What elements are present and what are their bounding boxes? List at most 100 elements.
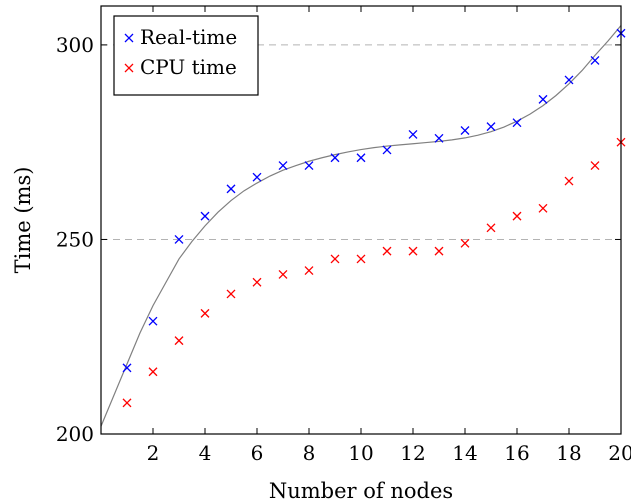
point-cpu-time-19-stroke-b bbox=[590, 161, 600, 170]
point-real-time-11-stroke-b bbox=[382, 145, 392, 155]
point-real-time-2-stroke-b bbox=[148, 316, 158, 326]
point-real-time-10 bbox=[356, 153, 366, 163]
point-cpu-time-16 bbox=[512, 211, 522, 221]
point-real-time-12 bbox=[408, 129, 418, 139]
point-real-time-17-stroke-b bbox=[538, 94, 548, 104]
point-cpu-time-5 bbox=[226, 289, 236, 299]
point-real-time-3-stroke-b bbox=[174, 234, 184, 244]
x-tick-label-8: 8 bbox=[303, 441, 316, 465]
x-tick-label-10: 10 bbox=[348, 441, 373, 465]
legend-marker-real-time bbox=[124, 33, 134, 43]
point-cpu-time-1-stroke-b bbox=[122, 398, 132, 408]
point-real-time-6 bbox=[252, 172, 262, 182]
point-real-time-12-stroke-b bbox=[408, 129, 418, 139]
point-cpu-time-4-stroke-b bbox=[200, 308, 210, 318]
point-cpu-time-12-stroke-b bbox=[408, 246, 418, 256]
y-tick-label-200: 200 bbox=[56, 422, 94, 446]
x-tick-label-18: 18 bbox=[556, 441, 581, 465]
fit-curve bbox=[100, 25, 622, 427]
point-real-time-14-stroke-b bbox=[460, 126, 470, 135]
point-real-time-18-stroke-b bbox=[564, 75, 574, 85]
point-cpu-time-18 bbox=[564, 176, 574, 186]
point-cpu-time-14-stroke-b bbox=[460, 238, 470, 248]
point-cpu-time-15 bbox=[486, 223, 496, 233]
point-real-time-16 bbox=[512, 118, 522, 128]
point-real-time-7-stroke-b bbox=[278, 161, 288, 170]
point-real-time-14 bbox=[460, 126, 470, 135]
point-real-time-8-stroke-b bbox=[304, 161, 314, 170]
point-cpu-time-6-stroke-b bbox=[252, 277, 262, 287]
point-cpu-time-14 bbox=[460, 238, 470, 248]
point-cpu-time-8-stroke-b bbox=[304, 266, 314, 276]
point-real-time-15-stroke-b bbox=[486, 122, 496, 132]
point-cpu-time-17-stroke-b bbox=[538, 203, 548, 213]
point-real-time-13 bbox=[434, 133, 444, 143]
x-tick-label-16: 16 bbox=[504, 441, 529, 465]
legend: Real-time CPU time bbox=[113, 15, 259, 96]
point-cpu-time-13 bbox=[434, 246, 444, 256]
legend-box bbox=[113, 15, 259, 96]
fit-curve-layer bbox=[100, 25, 622, 427]
point-cpu-time-8 bbox=[304, 266, 314, 276]
point-real-time-19-stroke-b bbox=[590, 56, 600, 65]
point-cpu-time-10 bbox=[356, 254, 366, 264]
point-real-time-15 bbox=[486, 122, 496, 132]
point-cpu-time-19 bbox=[590, 161, 600, 170]
point-cpu-time-3-stroke-b bbox=[174, 336, 184, 346]
legend-items: Real-time CPU time bbox=[124, 25, 237, 79]
point-real-time-5 bbox=[226, 184, 236, 194]
point-real-time-1 bbox=[122, 363, 132, 373]
point-cpu-time-9-stroke-b bbox=[330, 254, 340, 264]
point-real-time-8 bbox=[304, 161, 314, 170]
x-axis-label: Number of nodes bbox=[269, 479, 453, 503]
x-tick-label-12: 12 bbox=[400, 441, 425, 465]
point-cpu-time-3 bbox=[174, 336, 184, 346]
point-cpu-time-11 bbox=[382, 246, 392, 256]
point-cpu-time-2-stroke-b bbox=[148, 367, 158, 377]
point-cpu-time-9 bbox=[330, 254, 340, 264]
point-real-time-10-stroke-b bbox=[356, 153, 366, 163]
point-cpu-time-17 bbox=[538, 203, 548, 213]
point-real-time-6-stroke-b bbox=[252, 172, 262, 182]
point-real-time-17 bbox=[538, 94, 548, 104]
y-axis-label: Time (ms) bbox=[11, 167, 35, 274]
point-real-time-19 bbox=[590, 56, 600, 65]
axis-ticks: 2 4 6 8 10 12 14 16 18 20 200 250 300 bbox=[56, 6, 631, 465]
point-real-time-7 bbox=[278, 161, 288, 170]
point-real-time-1-stroke-b bbox=[122, 363, 132, 373]
point-cpu-time-2 bbox=[148, 367, 158, 377]
point-real-time-11 bbox=[382, 145, 392, 155]
point-real-time-4 bbox=[200, 211, 210, 221]
legend-marker-cpu-time bbox=[124, 63, 134, 73]
legend-marker-real-time-stroke-b bbox=[124, 33, 134, 43]
point-cpu-time-10-stroke-b bbox=[356, 254, 366, 264]
point-cpu-time-7 bbox=[278, 270, 288, 279]
data-points bbox=[122, 28, 626, 408]
x-tick-label-2: 2 bbox=[147, 441, 160, 465]
point-cpu-time-13-stroke-b bbox=[434, 246, 444, 256]
point-cpu-time-18-stroke-b bbox=[564, 176, 574, 186]
legend-label-cpu-time: CPU time bbox=[140, 55, 237, 79]
point-cpu-time-15-stroke-b bbox=[486, 223, 496, 233]
point-cpu-time-16-stroke-b bbox=[512, 211, 522, 221]
x-tick-label-4: 4 bbox=[199, 441, 212, 465]
point-real-time-9-stroke-b bbox=[330, 153, 340, 163]
point-real-time-5-stroke-b bbox=[226, 184, 236, 194]
point-real-time-16-stroke-b bbox=[512, 118, 522, 128]
y-tick-label-250: 250 bbox=[56, 227, 94, 251]
point-cpu-time-7-stroke-b bbox=[278, 270, 288, 279]
point-real-time-4-stroke-b bbox=[200, 211, 210, 221]
legend-marker-cpu-time-stroke-b bbox=[124, 63, 134, 73]
x-tick-label-14: 14 bbox=[452, 441, 477, 465]
y-tick-label-300: 300 bbox=[56, 33, 94, 57]
point-real-time-2 bbox=[148, 316, 158, 326]
point-real-time-3 bbox=[174, 234, 184, 244]
x-tick-label-6: 6 bbox=[251, 441, 264, 465]
point-real-time-18 bbox=[564, 75, 574, 85]
point-real-time-9 bbox=[330, 153, 340, 163]
point-cpu-time-1 bbox=[122, 398, 132, 408]
point-cpu-time-11-stroke-b bbox=[382, 246, 392, 256]
point-real-time-13-stroke-b bbox=[434, 133, 444, 143]
point-cpu-time-4 bbox=[200, 308, 210, 318]
